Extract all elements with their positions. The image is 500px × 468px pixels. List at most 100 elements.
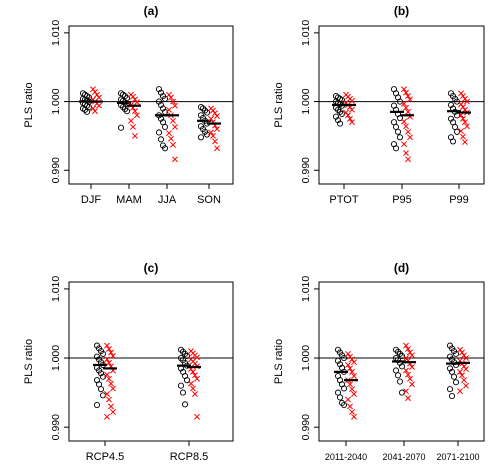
data-point [179,348,187,355]
x-tick-label: 2011-2040 [325,452,367,462]
y-tick-label: 1.000 [300,345,312,371]
x-tick-label: DJF [81,194,101,206]
data-point [168,135,174,142]
data-point [157,136,165,143]
x-tick-label: RCP4.5 [86,451,125,463]
data-point [405,346,411,353]
data-point [155,129,163,136]
data-point [338,399,346,407]
data-point [132,96,138,103]
data-point [459,372,465,379]
data-point [461,363,467,370]
data-point [90,105,96,112]
data-point [345,112,351,119]
chart-title: (b) [394,4,409,18]
data-point [157,89,165,96]
data-point [190,385,196,392]
data-point [345,396,351,403]
data-point [351,359,357,366]
data-point [349,356,355,363]
y-tick-label: 1.000 [300,88,312,114]
data-point [106,375,112,382]
data-point [460,93,466,100]
data-point [172,102,178,109]
data-point [394,128,402,135]
data-point [334,357,342,364]
data-point [110,385,116,392]
data-point [132,108,138,115]
series-cross [89,86,221,163]
data-point [104,391,110,397]
data-point [448,393,456,400]
data-point [181,350,189,357]
data-point [161,123,169,131]
data-point [166,106,172,113]
data-point [161,95,169,102]
y-tick-label: 0.990 [300,414,312,440]
data-point [405,128,411,135]
data-point [93,402,101,409]
data-point [159,105,167,112]
data-point [401,118,407,125]
y-tick-label: 0.990 [300,157,312,183]
data-point [106,346,112,353]
y-tick-label: 1.000 [50,345,62,371]
data-point [183,377,191,384]
data-point [334,106,342,113]
data-point [403,367,409,374]
y-axis-label: PLS ratio [23,339,35,384]
data-point [403,342,409,349]
data-point [405,395,411,402]
data-point [92,88,98,95]
data-point [199,105,207,112]
data-point [398,389,406,396]
y-axis-label: PLS ratio [23,82,35,127]
data-point [349,119,355,126]
data-point [170,141,176,148]
data-point [349,368,355,375]
series-cross [344,342,470,420]
y-tick-label: 1.010 [50,276,62,302]
data-point [457,368,463,375]
data-point [336,394,344,401]
data-point [197,134,205,141]
data-point [128,117,134,124]
data-point [203,109,211,116]
data-point [447,115,455,122]
data-point [108,349,114,356]
data-point [452,379,460,386]
data-point [172,124,178,130]
data-point [194,413,200,420]
data-point [130,93,136,100]
data-point [155,98,163,105]
data-point [172,156,178,163]
data-point [183,352,191,360]
data-point [462,95,468,102]
chart-title: (a) [144,4,159,18]
data-point [208,129,214,136]
x-tick-label: 2041-2070 [382,452,425,462]
y-tick-label: 1.010 [300,20,312,46]
x-tick-label: RCP8.5 [170,451,209,463]
data-point [212,110,218,117]
data-point [347,403,353,410]
data-point [351,391,357,397]
data-point [208,115,214,122]
chart-panel-2: (c) 0.990 1.000 1.010 PLS ratio RCP4.5 RCP8.5 [23,261,234,463]
data-point [168,94,174,101]
data-point [177,346,185,353]
data-point [94,91,100,98]
data-point [214,113,220,119]
data-point [403,89,409,96]
data-point [450,373,458,380]
data-point [121,106,129,113]
data-point [347,353,353,360]
series-cross [103,342,201,420]
data-point [392,145,400,152]
data-point [463,382,469,389]
data-point [345,350,351,357]
data-point [134,112,140,119]
data-point [407,134,413,141]
series-circle [332,86,461,152]
